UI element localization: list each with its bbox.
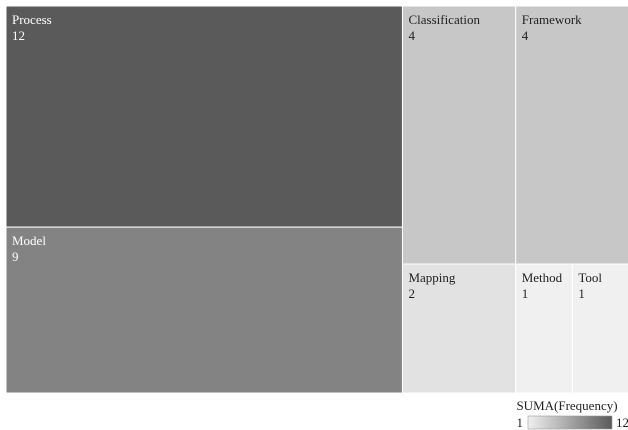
color-legend: SUMA(Frequency) 1 12 bbox=[516, 398, 628, 430]
tile-rect-tool[interactable] bbox=[571, 263, 628, 394]
tile-label-process: Process bbox=[12, 12, 52, 27]
tile-value-framework: 4 bbox=[522, 28, 529, 43]
tile-rect-framework[interactable] bbox=[515, 5, 628, 265]
treemap-tiles: Process12Model9Classification4Framework4… bbox=[5, 5, 628, 394]
tile-label-tool: Tool bbox=[578, 270, 602, 285]
tile-rect-method[interactable] bbox=[515, 263, 573, 394]
tile-label-model: Model bbox=[12, 233, 46, 248]
tile-rect-process[interactable] bbox=[5, 5, 403, 228]
tile-rect-mapping[interactable] bbox=[401, 263, 517, 394]
tile-value-process: 12 bbox=[12, 28, 25, 43]
tile-value-mapping: 2 bbox=[408, 286, 415, 301]
legend-gradient-bar bbox=[527, 415, 613, 430]
tile-value-model: 9 bbox=[12, 249, 19, 264]
tile-label-method: Method bbox=[522, 270, 563, 285]
tile-value-tool: 1 bbox=[578, 286, 585, 301]
legend-min-label: 1 bbox=[517, 415, 524, 430]
legend-max-label: 12 bbox=[616, 415, 628, 430]
tile-label-classification: Classification bbox=[408, 12, 480, 27]
tile-label-framework: Framework bbox=[522, 12, 582, 27]
tile-value-method: 1 bbox=[522, 286, 529, 301]
legend-title: SUMA(Frequency) bbox=[516, 398, 617, 413]
tile-rect-model[interactable] bbox=[5, 226, 403, 394]
tile-rect-classification[interactable] bbox=[401, 5, 517, 265]
tile-label-mapping: Mapping bbox=[408, 270, 455, 285]
tile-value-classification: 4 bbox=[408, 28, 415, 43]
